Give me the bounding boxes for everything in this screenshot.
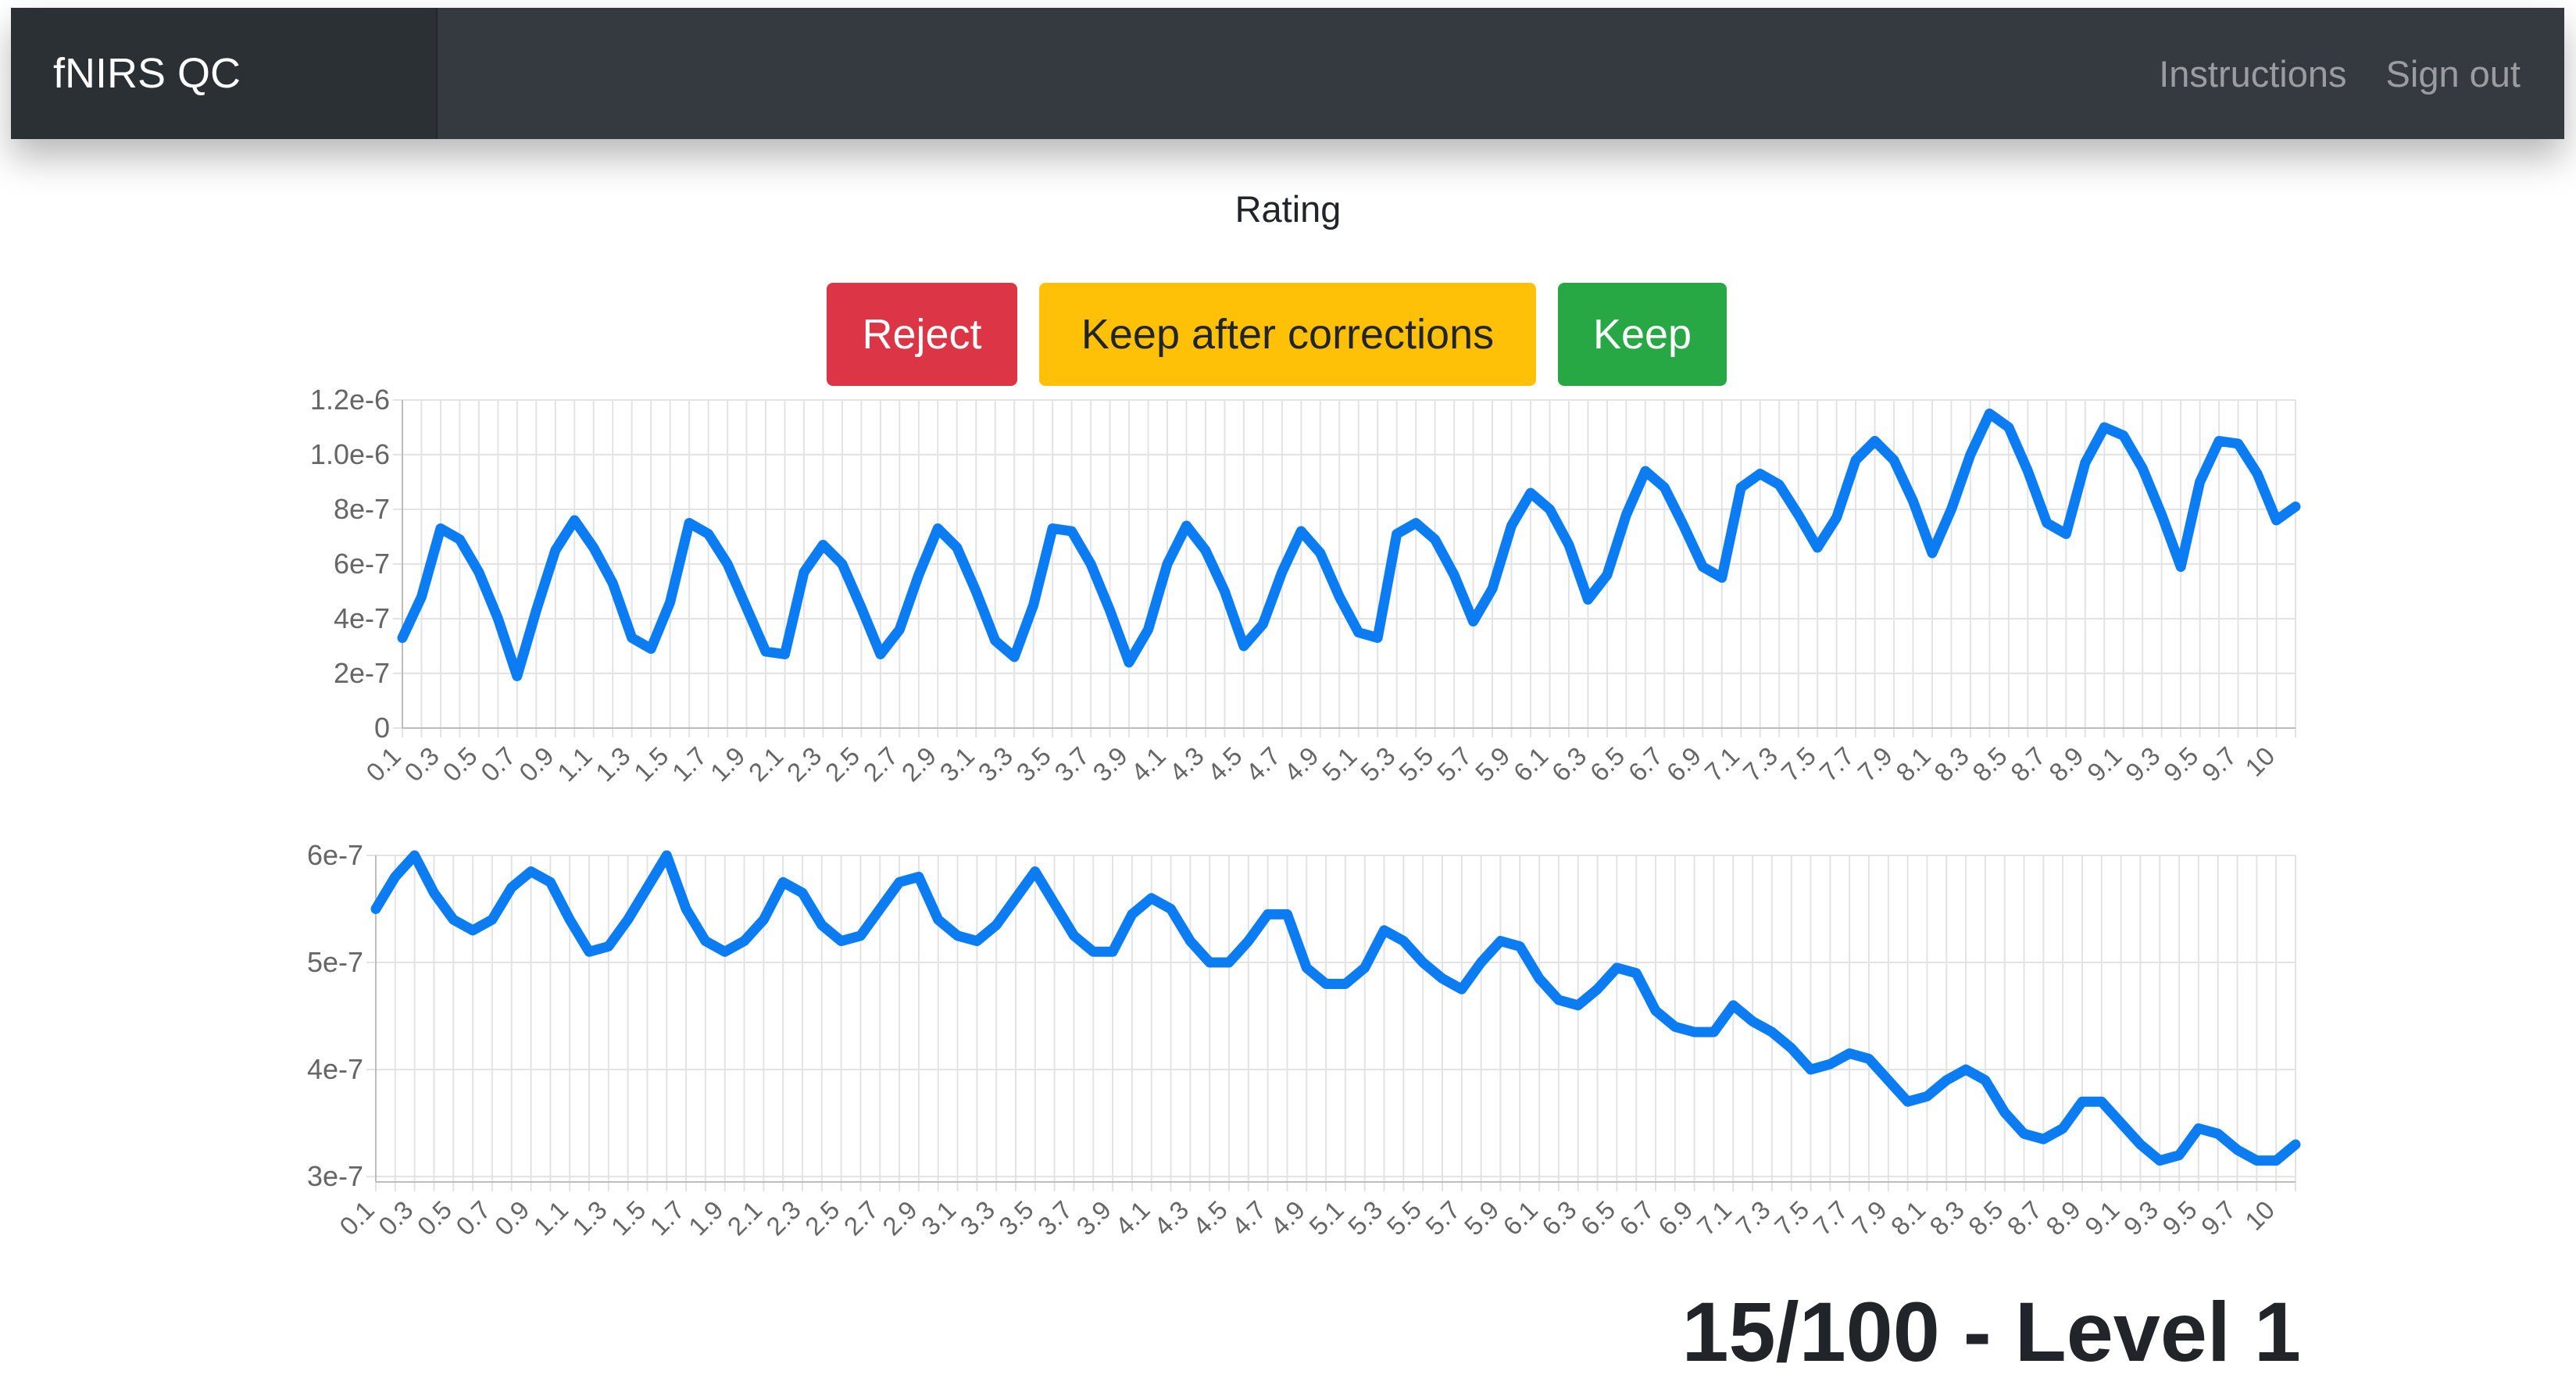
x-tick-label: 3.5	[993, 1195, 1039, 1241]
rating-buttons: Reject Keep after corrections Keep	[827, 283, 1727, 386]
x-tick-label: 7.3	[1730, 1195, 1776, 1241]
chart-grid	[366, 855, 2296, 1191]
navbar-brand[interactable]: fNIRS QC	[11, 8, 438, 139]
keep-button[interactable]: Keep	[1558, 283, 1727, 386]
x-tick-label: 6.3	[1536, 1195, 1582, 1241]
x-tick-label: 2.1	[722, 1195, 768, 1241]
x-tick-label: 4.3	[1149, 1195, 1195, 1241]
signal-chart-1: 02e-74e-76e-78e-71.0e-61.2e-60.10.30.50.…	[310, 384, 2301, 787]
y-tick-label: 4e-7	[307, 1053, 363, 1085]
x-tick-label: 2.7	[838, 1195, 884, 1241]
chart-grid	[393, 399, 2296, 737]
x-tick-label: 0.7	[450, 1195, 496, 1241]
y-tick-label: 1.2e-6	[310, 384, 390, 416]
series-line	[370, 850, 2301, 1166]
x-tick-label: 3.7	[1032, 1195, 1078, 1241]
x-tick-label: 9.7	[2195, 1195, 2242, 1241]
x-tick-label: 7.5	[1769, 1195, 1815, 1241]
x-tick-label: 3.1	[916, 1195, 962, 1241]
x-tick-label: 10	[2239, 1195, 2280, 1236]
x-tick-label: 1.7	[644, 1195, 690, 1241]
x-tick-label: 5.5	[1381, 1195, 1427, 1241]
x-tick-label: 6.9	[1652, 1195, 1699, 1241]
x-tick-label: 8.3	[1924, 1195, 1970, 1241]
series-line	[397, 409, 2301, 681]
y-tick-label: 4e-7	[334, 602, 390, 634]
y-tick-label: 6e-7	[334, 548, 390, 580]
x-tick-label: 1.5	[606, 1195, 652, 1241]
x-tick-label: 2.9	[877, 1195, 923, 1241]
x-tick-label: 8.1	[1885, 1195, 1931, 1241]
x-tick-label: 6.7	[1613, 1195, 1660, 1241]
x-tick-label: 7.7	[1808, 1195, 1854, 1241]
nav-links: Instructions Sign out	[2159, 8, 2521, 139]
y-tick-label: 5e-7	[307, 946, 363, 978]
x-tick-label: 9.5	[2156, 1195, 2203, 1241]
progress-indicator: 15/100 - Level 1	[1681, 1284, 2301, 1379]
x-tick-label: 9.3	[2118, 1195, 2164, 1241]
y-tick-label: 8e-7	[334, 493, 390, 525]
brand-label: fNIRS QC	[53, 50, 241, 97]
signal-chart-2: 3e-7 4e-7 5e-7 6e-7 0.10.30.50.70.91.11.31.5…	[307, 839, 2301, 1241]
y-tick-label: 6e-7	[307, 839, 363, 871]
x-tick-label: 0.5	[412, 1195, 458, 1241]
x-tick-label: 0.9	[489, 1195, 535, 1241]
x-tick-label: 5.9	[1459, 1195, 1505, 1241]
x-tick-label: 8.7	[2002, 1195, 2048, 1241]
x-tick-label: 5.7	[1420, 1195, 1466, 1241]
x-tick-label: 4.5	[1187, 1195, 1233, 1241]
x-tick-label: 7.1	[1692, 1195, 1738, 1241]
nav-link-instructions[interactable]: Instructions	[2159, 52, 2347, 95]
y-tick-label: 2e-7	[334, 657, 390, 689]
x-tick-label: 4.1	[1109, 1195, 1156, 1241]
x-tick-label: 1.9	[683, 1195, 729, 1241]
x-tick-label: 0.3	[373, 1195, 419, 1241]
rating-label: Rating	[1234, 188, 1342, 230]
x-tick-label: 2.3	[760, 1195, 806, 1241]
x-tick-label: 8.9	[2040, 1195, 2086, 1241]
x-tick-label: 3.3	[955, 1195, 1001, 1241]
navbar: fNIRS QC Instructions Sign out	[11, 8, 2564, 139]
x-tick-label: 0.1	[334, 1195, 380, 1241]
x-tick-label: 7.9	[1846, 1195, 1892, 1241]
x-tick-label: 4.7	[1226, 1195, 1272, 1241]
y-tick-label: 1.0e-6	[310, 438, 390, 470]
x-tick-label: 1.3	[566, 1195, 613, 1241]
y-tick-label: 3e-7	[307, 1160, 363, 1192]
x-tick-label: 4.9	[1265, 1195, 1311, 1241]
x-tick-label: 9.1	[2079, 1195, 2125, 1241]
x-tick-label: 6.1	[1497, 1195, 1543, 1241]
reject-button[interactable]: Reject	[827, 283, 1017, 386]
x-tick-label: 5.3	[1342, 1195, 1388, 1241]
x-tick-label: 1.1	[528, 1195, 574, 1241]
nav-link-sign-out[interactable]: Sign out	[2385, 52, 2521, 95]
y-tick-label: 0	[374, 712, 390, 744]
x-tick-label: 8.5	[1963, 1195, 2009, 1241]
x-tick-label: 2.5	[799, 1195, 845, 1241]
x-tick-label: 6.5	[1575, 1195, 1621, 1241]
keep-after-corrections-button[interactable]: Keep after corrections	[1039, 283, 1536, 386]
x-tick-label: 5.1	[1303, 1195, 1349, 1241]
x-tick-label: 3.9	[1070, 1195, 1117, 1241]
